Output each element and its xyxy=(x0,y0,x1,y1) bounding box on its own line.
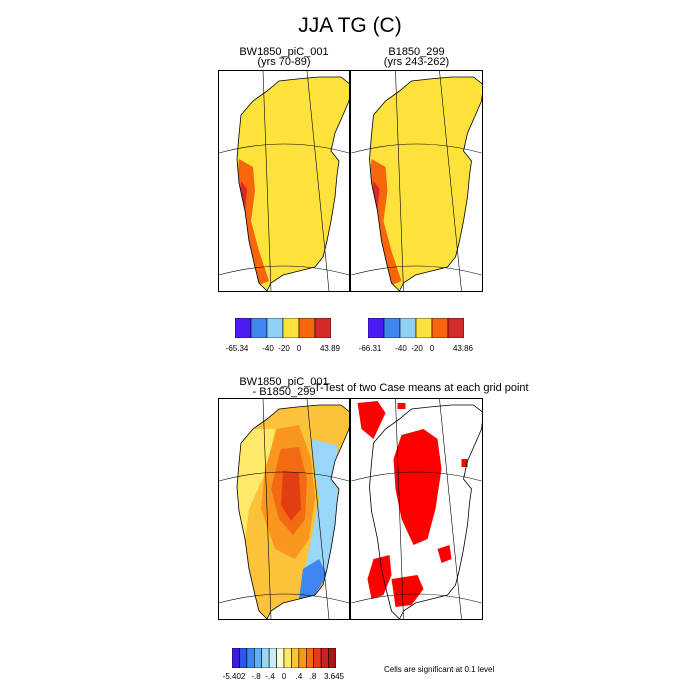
panel-1-colorbar-swatch-4 xyxy=(282,318,300,338)
panel-3-colorbar-label-6: .8 xyxy=(309,672,317,681)
panel-1-colorbar-swatch-2 xyxy=(250,318,268,338)
panel-3-colorbar-svg xyxy=(232,648,336,668)
panel-1-colorbar-swatch-3 xyxy=(266,318,284,338)
panel-2-title: B1850_299 (yrs 243-262) xyxy=(350,46,483,68)
panel-4-title: T-Test of two Case means at each grid po… xyxy=(314,382,529,394)
panel-1-colorbar-label-5: 43.89 xyxy=(319,344,341,353)
panel-1-colorbar-label-4: 0 xyxy=(296,344,302,353)
panel-1-title: BW1850_piC_001 (yrs 70-89) xyxy=(218,46,350,68)
panel-2-colorbar-label-1: -66.31 xyxy=(358,344,382,353)
panel-2-gridlines xyxy=(351,71,482,291)
panel-4-significant-southeast xyxy=(437,545,452,563)
panel-3-map-svg xyxy=(219,399,349,619)
panel-2-colorbar-label-5: 43.86 xyxy=(452,344,474,353)
panel-4-significant-northwest xyxy=(357,401,386,439)
panel-1-colorbar-swatch-6 xyxy=(314,318,331,338)
panel-1-map-svg xyxy=(219,71,349,291)
panel-3-colorbar-label-3: -.4 xyxy=(265,672,275,681)
panel-2-colorbar-svg xyxy=(368,318,464,338)
panel-4-gridlines xyxy=(351,399,482,619)
panel-3-colorbar-label-2: -.8 xyxy=(251,672,261,681)
panel-2-colorbar-swatch-2 xyxy=(383,318,401,338)
panel-2-map-svg xyxy=(351,71,482,291)
figure-title: JJA TG (C) xyxy=(298,14,402,37)
panel-2-title-line1: B1850_299 xyxy=(388,46,445,58)
panel-1-colorbar-svg xyxy=(235,318,331,338)
panel-3-colorbar-swatch-2 xyxy=(239,648,248,668)
panel-3-title-line1: BW1850_piC_001 xyxy=(239,376,329,388)
panel-3-title-line2: - B1850_299 xyxy=(252,386,316,398)
panel-3-colorbar xyxy=(232,648,336,668)
panel-3-colorbar-swatch-9 xyxy=(291,648,300,668)
panel-3-colorbar-label-1: -5.402 xyxy=(222,672,246,681)
panel-4-map-svg xyxy=(351,399,482,619)
panel-4-significant-east-cell xyxy=(461,459,468,467)
panel-1-colorbar-label-3: -20 xyxy=(278,344,290,353)
panel-3-field-cool xyxy=(299,439,337,603)
panel-2-title-line2: (yrs 243-262) xyxy=(383,56,450,68)
panel-4-map xyxy=(350,398,483,620)
panel-1-title-line2: (yrs 70-89) xyxy=(257,56,311,68)
panel-2-colorbar-swatch-5 xyxy=(431,318,449,338)
panel-3-colorbar-label-4: 0 xyxy=(281,672,287,681)
panel-4-significant-north-cell xyxy=(397,403,406,409)
panel-3-field-core xyxy=(281,471,301,521)
panel-3-colorbar-swatch-3 xyxy=(246,648,255,668)
panel-1-map xyxy=(218,70,350,292)
panel-1-colorbar-swatch-5 xyxy=(298,318,316,338)
panel-3-colorbar-swatch-14 xyxy=(328,648,336,668)
panel-2-colorbar-swatch-6 xyxy=(447,318,464,338)
panel-3-gridlines xyxy=(219,399,349,619)
panel-3-title: BW1850_piC_001 - B1850_299 xyxy=(218,376,350,398)
panel-3-colorbar-swatch-1 xyxy=(232,648,240,668)
panel-1-gridlines xyxy=(219,71,349,291)
panel-3-colorbar-swatch-6 xyxy=(268,648,277,668)
panel-4-significant-interior xyxy=(393,429,442,545)
panel-3-colorbar-swatch-7 xyxy=(276,648,285,668)
panel-3-colorbar-label-7: 3.645 xyxy=(323,672,345,681)
panel-1-colorbar-swatch-1 xyxy=(235,318,252,338)
panel-3-colorbar-swatch-12 xyxy=(313,648,322,668)
panel-4-significant-southwest xyxy=(367,555,392,599)
panel-2-colorbar-swatch-1 xyxy=(368,318,385,338)
panel-3-field-blue xyxy=(299,559,327,599)
panel-3-map xyxy=(218,398,350,620)
panel-1-colorbar-label-1: -65.34 xyxy=(225,344,249,353)
panel-3-colorbar-swatch-11 xyxy=(305,648,315,668)
panel-3-colorbar-label-5: .4 xyxy=(295,672,303,681)
panel-2-map xyxy=(350,70,483,292)
panel-4-significant-south xyxy=(391,575,424,607)
panel-3-colorbar-swatch-5 xyxy=(261,648,270,668)
panel-2-colorbar xyxy=(368,318,464,338)
panel-1-colorbar xyxy=(235,318,331,338)
panel-1-colorbar-label-2: -40 xyxy=(262,344,274,353)
panel-3-colorbar-swatch-8 xyxy=(283,648,292,668)
significance-note: Cells are significant at 0.1 level xyxy=(384,665,495,674)
panel-3-colorbar-swatch-13 xyxy=(320,648,329,668)
panel-3-colorbar-swatch-4 xyxy=(253,648,263,668)
panel-2-colorbar-label-2: -40 xyxy=(395,344,407,353)
panel-2-colorbar-label-3: -20 xyxy=(411,344,423,353)
panel-2-colorbar-swatch-4 xyxy=(415,318,433,338)
panel-2-colorbar-label-4: 0 xyxy=(429,344,435,353)
panel-2-colorbar-swatch-3 xyxy=(399,318,417,338)
panel-3-colorbar-swatch-10 xyxy=(298,648,307,668)
panel-1-title-line1: BW1850_piC_001 xyxy=(239,46,329,58)
